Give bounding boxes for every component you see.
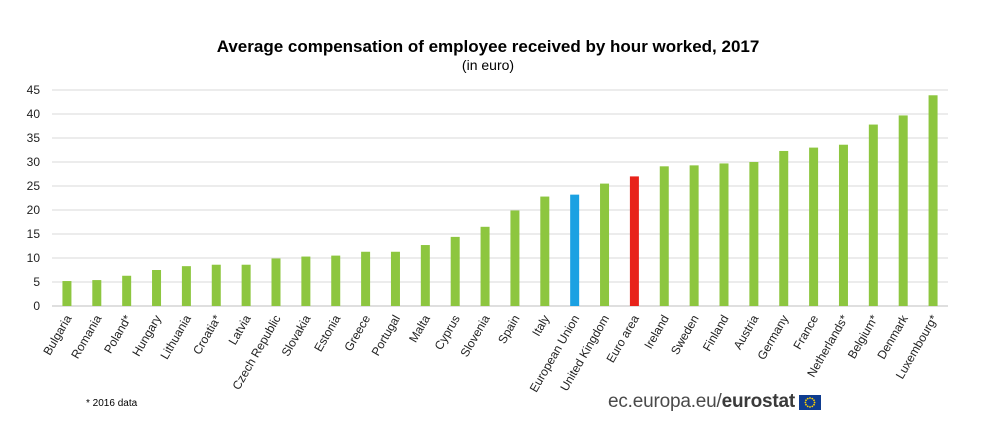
bar-estonia [331,255,341,306]
x-tick-label: Greece [341,312,373,353]
bar-finland [719,163,729,306]
bar-romania [92,280,102,306]
x-tick-label: Italy [529,313,552,339]
footnote: * 2016 data [86,398,138,409]
bars [62,95,938,306]
bar-greece [361,251,371,306]
y-tick-label: 35 [27,131,41,145]
bar-bulgaria [62,281,72,306]
y-tick-label: 20 [27,203,41,217]
bar-croatia [211,264,221,306]
x-tick-label: Cyprus [432,313,463,353]
x-tick-label: Malta [406,312,433,345]
chart-title: Average compensation of employee receive… [217,37,760,56]
logo-prefix: ec.europa.eu/ [608,391,722,412]
x-tick-label: Austria [731,312,762,352]
y-tick-label: 45 [27,83,41,97]
y-tick-label: 40 [27,107,41,121]
x-tick-label: Spain [495,313,522,347]
x-tick-label: Ireland [641,313,671,352]
x-tick-label: Poland* [101,312,134,356]
bar-lithuania [181,266,191,306]
x-tick-label: Estonia [311,312,343,354]
bar-malta [420,245,430,306]
chart-subtitle: (in euro) [462,57,514,73]
bar-european-union [570,194,580,306]
bar-slovakia [301,256,311,306]
logo-brand: eurostat [721,391,796,412]
y-tick-label: 5 [33,275,40,289]
bar-sweden [689,165,699,306]
bar-latvia [241,264,251,306]
bar-czech-republic [271,258,281,306]
x-tick-label: Sweden [668,313,702,358]
y-tick-label: 25 [27,179,41,193]
bar-united-kingdom [600,183,610,306]
y-tick-label: 0 [33,299,40,313]
bar-germany [779,150,789,306]
bar-spain [510,210,520,306]
bar-luxembourg [928,95,938,306]
bar-cyprus [450,236,460,306]
bar-denmark [898,115,908,306]
logo-text: ec.europa.eu/eurostat [608,391,795,413]
eurostat-logo[interactable]: ec.europa.eu/eurostat [608,390,821,414]
bar-poland [122,275,132,306]
bar-netherlands [838,144,848,306]
x-tick-label: Croatia* [190,312,224,357]
x-tick-label: Slovakia [279,312,314,359]
bar-ireland [659,166,669,306]
bar-france [809,147,819,306]
x-tick-label: France [790,312,821,352]
bar-belgium [868,124,878,306]
x-tick-label: Portugal [369,313,403,359]
bar-austria [749,162,759,306]
y-axis-ticks: 0 5 10 15 20 25 30 35 40 45 [27,83,41,313]
bar-slovenia [480,226,490,306]
bar-italy [540,196,550,306]
x-tick-label: Finland [700,313,732,354]
x-tick-label: Slovenia [458,312,493,359]
y-tick-label: 15 [27,227,41,241]
bar-hungary [152,270,162,306]
y-tick-label: 30 [27,155,41,169]
bar-euro-area [629,176,639,306]
x-axis-labels: BulgariaRomaniaPoland*HungaryLithuaniaCr… [40,312,940,395]
y-tick-label: 10 [27,251,41,265]
gridlines [52,89,948,307]
x-tick-label: Latvia [226,312,254,347]
eu-flag-icon [798,394,821,410]
bar-portugal [390,251,400,306]
